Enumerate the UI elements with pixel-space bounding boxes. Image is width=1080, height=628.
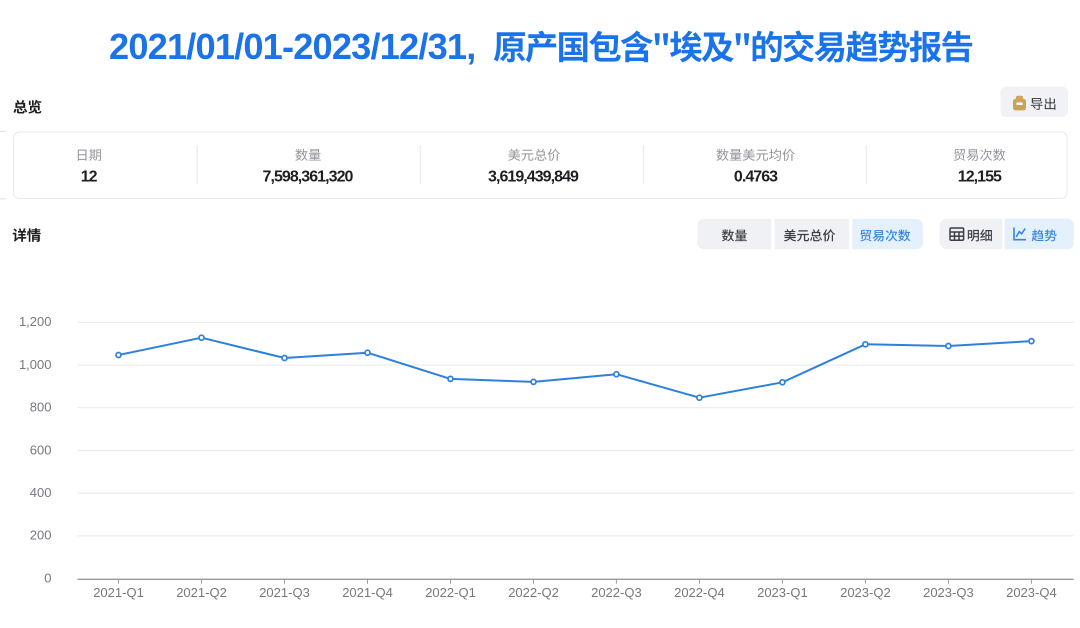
svg-text:800: 800 [30, 400, 52, 415]
svg-text:2022-Q3: 2022-Q3 [591, 585, 642, 600]
svg-text:2023-Q3: 2023-Q3 [923, 585, 974, 600]
svg-text:2022-Q1: 2022-Q1 [425, 585, 476, 600]
svg-text:0.4763: 0.4763 [734, 169, 778, 186]
svg-text:200: 200 [30, 528, 52, 543]
svg-text:1,200: 1,200 [19, 314, 52, 329]
svg-text:2021-Q4: 2021-Q4 [342, 585, 393, 600]
svg-text:2021-Q3: 2021-Q3 [259, 585, 310, 600]
svg-text:400: 400 [30, 485, 52, 500]
svg-text:2022-Q2: 2022-Q2 [508, 585, 559, 600]
svg-text:2021-Q2: 2021-Q2 [176, 585, 227, 600]
svg-text:2023-Q2: 2023-Q2 [840, 585, 891, 600]
svg-text:2023-Q4: 2023-Q4 [1006, 585, 1057, 600]
svg-text:7,598,361,320: 7,598,361,320 [263, 169, 354, 186]
svg-text:1,000: 1,000 [19, 357, 52, 372]
svg-text:0: 0 [44, 570, 51, 585]
svg-text:2023-Q1: 2023-Q1 [757, 585, 808, 600]
svg-text:12,155: 12,155 [958, 169, 1002, 186]
svg-text:2021-Q1: 2021-Q1 [93, 585, 144, 600]
svg-text:2022-Q4: 2022-Q4 [674, 585, 725, 600]
svg-text:600: 600 [30, 442, 52, 457]
svg-text:12: 12 [81, 169, 98, 186]
svg-text:2021/01/01-2023/12/31,: 2021/01/01-2023/12/31, [109, 26, 476, 67]
svg-text:3,619,439,849: 3,619,439,849 [488, 169, 579, 186]
